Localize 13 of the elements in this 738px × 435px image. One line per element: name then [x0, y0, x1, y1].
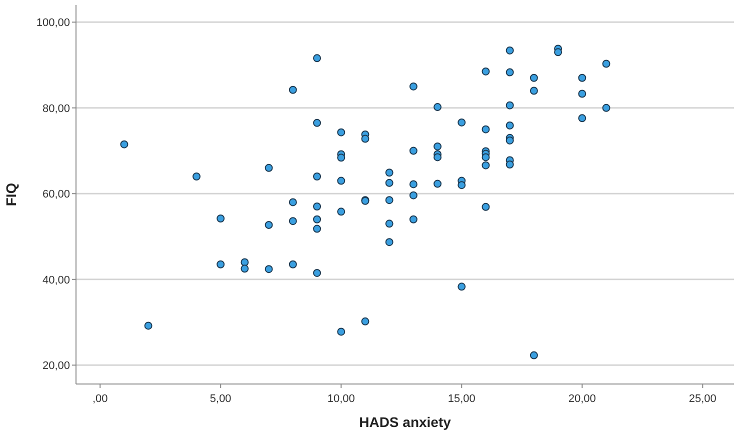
y-tick-label: 80,00: [42, 102, 70, 115]
x-tick-label: 10,00: [327, 393, 355, 405]
y-axis-title: FIQ: [3, 182, 19, 206]
x-tick-label: 20,00: [568, 393, 596, 405]
y-tick-label: 40,00: [42, 274, 70, 286]
x-tick-label: 5,00: [210, 393, 232, 405]
y-tick-label: 20,00: [42, 360, 70, 372]
x-axis-title: HADS anxiety: [359, 414, 452, 430]
x-tick-label: ,00: [92, 393, 108, 405]
x-tick-label: 25,00: [688, 393, 716, 405]
y-tick-label: 60,00: [42, 188, 70, 201]
y-tick-label: 100,00: [36, 17, 70, 30]
x-tick-label: 15,00: [448, 393, 476, 405]
